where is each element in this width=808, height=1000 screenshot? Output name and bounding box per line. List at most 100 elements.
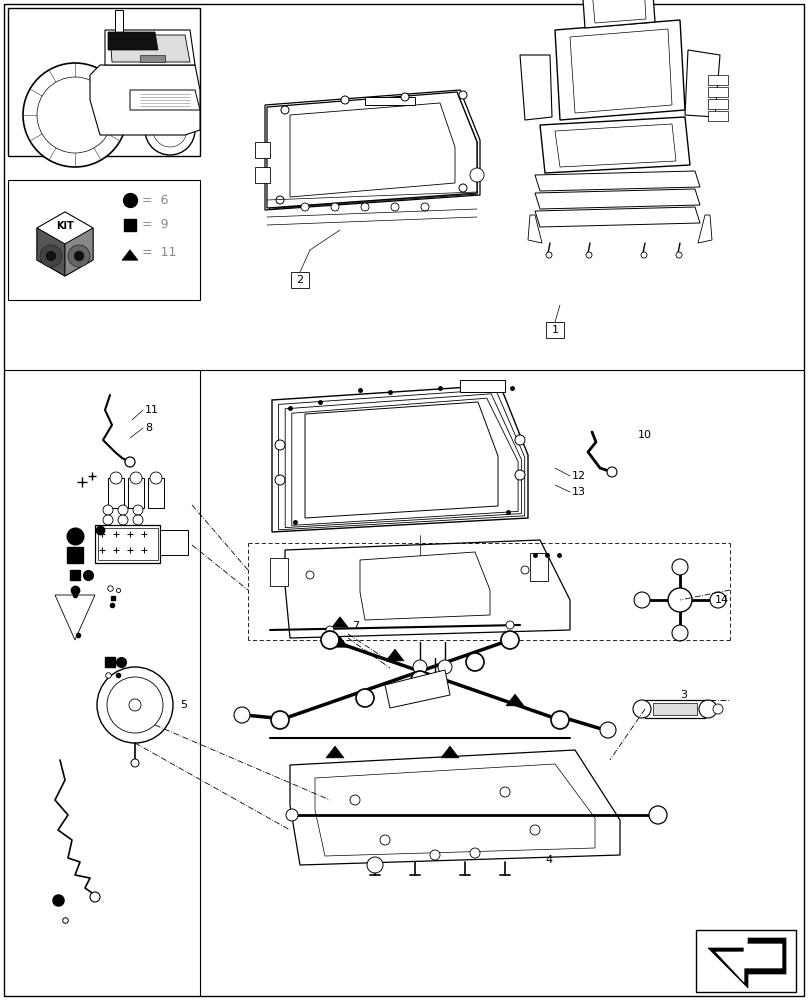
Polygon shape [140,55,165,62]
Circle shape [641,252,647,258]
Circle shape [118,515,128,525]
Polygon shape [290,750,620,865]
Circle shape [275,475,285,485]
Bar [148,478,164,508]
Circle shape [129,699,141,711]
Polygon shape [685,50,720,117]
Circle shape [430,850,440,860]
Circle shape [634,592,650,608]
Circle shape [501,631,519,649]
Circle shape [506,621,514,629]
Circle shape [521,566,529,574]
Bar [8,180,200,300]
Circle shape [676,252,682,258]
Polygon shape [570,29,672,113]
Bar [128,478,144,508]
Circle shape [515,435,525,445]
Bar [365,97,415,105]
Circle shape [672,559,688,575]
Text: 4: 4 [545,855,552,865]
Circle shape [103,505,113,515]
Circle shape [234,707,250,723]
Bar [708,111,728,121]
Polygon shape [285,394,521,528]
Circle shape [428,676,442,690]
Circle shape [275,440,285,450]
Text: 1: 1 [552,325,558,335]
Bar [460,380,505,392]
Bar [708,75,728,85]
Circle shape [367,857,383,873]
Polygon shape [385,670,450,708]
Circle shape [118,505,128,515]
Polygon shape [292,398,518,525]
Circle shape [600,722,616,738]
Text: 13: 13 [572,487,586,497]
Text: 10: 10 [638,430,652,440]
Circle shape [470,848,480,858]
Polygon shape [37,212,93,276]
Bar [270,558,288,586]
Circle shape [130,472,142,484]
Circle shape [341,96,349,104]
Circle shape [710,592,726,608]
Circle shape [380,835,390,845]
Polygon shape [332,617,348,627]
Circle shape [668,588,692,612]
Polygon shape [540,117,690,173]
Text: 2: 2 [297,275,304,285]
Circle shape [23,63,127,167]
Circle shape [97,667,173,743]
Circle shape [466,653,484,671]
Polygon shape [305,402,498,518]
Circle shape [133,515,143,525]
Bar [255,167,270,183]
Circle shape [350,795,360,805]
Polygon shape [535,171,700,191]
Polygon shape [535,207,700,227]
Circle shape [500,787,510,797]
Polygon shape [708,938,786,988]
Circle shape [413,660,427,674]
Polygon shape [122,250,138,260]
Circle shape [391,203,399,211]
Circle shape [90,892,100,902]
Circle shape [421,203,429,211]
Polygon shape [360,552,490,620]
Text: =  6: = 6 [142,194,169,207]
Text: 12: 12 [572,471,586,481]
Polygon shape [105,30,195,65]
Circle shape [331,203,339,211]
Polygon shape [528,215,542,243]
Polygon shape [326,746,344,758]
Polygon shape [285,540,570,638]
Circle shape [68,245,90,267]
Polygon shape [716,944,782,982]
Circle shape [649,806,667,824]
Circle shape [699,700,717,718]
Bar [291,272,309,288]
Circle shape [551,711,569,729]
Circle shape [286,809,298,821]
Polygon shape [130,90,200,110]
Circle shape [153,113,187,147]
Bar [95,525,160,563]
Text: 5: 5 [180,700,187,710]
Bar [108,478,124,508]
Bar [8,8,200,156]
Circle shape [37,77,113,153]
Bar [708,87,728,97]
Text: 11: 11 [145,405,159,415]
Circle shape [40,245,62,267]
Polygon shape [520,55,552,120]
Circle shape [411,671,429,689]
Circle shape [459,91,467,99]
Polygon shape [555,124,676,167]
Bar [546,322,564,338]
Polygon shape [582,0,655,28]
Bar [160,530,188,555]
Polygon shape [290,103,455,197]
Bar [653,703,697,715]
Text: =  11: = 11 [142,245,176,258]
Circle shape [633,700,651,718]
